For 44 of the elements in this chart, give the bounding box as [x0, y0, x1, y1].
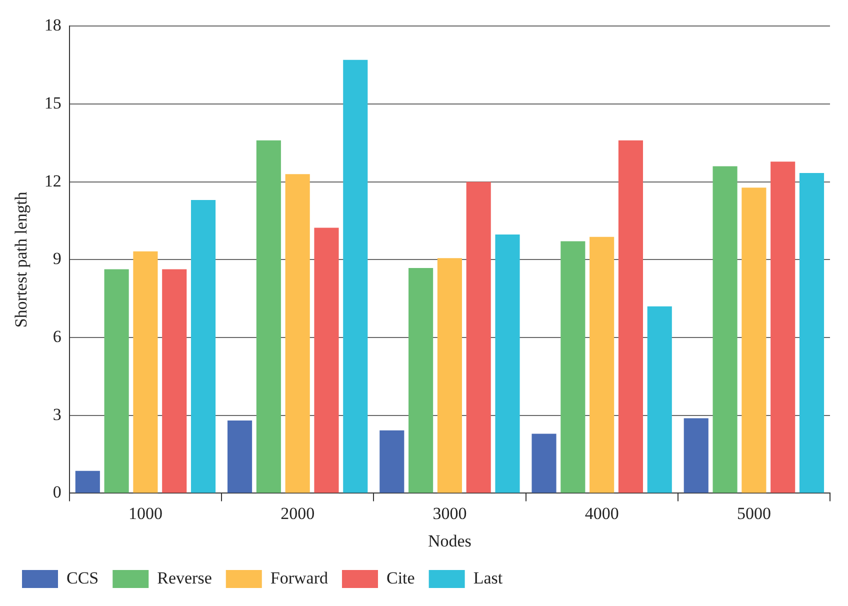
bar — [618, 140, 644, 493]
legend-label: Last — [473, 568, 503, 588]
bar — [380, 430, 404, 493]
x-tick-label: 1000 — [128, 504, 162, 523]
legend-label: Forward — [270, 568, 328, 588]
x-tick-label: 3000 — [432, 504, 467, 523]
bar — [742, 188, 766, 493]
bar — [408, 268, 434, 493]
y-tick-label: 12 — [44, 171, 62, 190]
bar — [532, 434, 556, 493]
y-axis-title: Shortest path length — [12, 191, 31, 328]
bar — [712, 166, 738, 493]
bar — [560, 241, 586, 493]
legend-label: Cite — [386, 568, 415, 588]
bar — [590, 236, 614, 493]
bar — [314, 228, 339, 493]
bar — [190, 200, 216, 493]
y-tick-label: 6 — [52, 327, 62, 346]
y-tick-label: 3 — [52, 404, 62, 424]
y-tick-label: 15 — [44, 94, 62, 112]
x-tick-label: 4000 — [584, 504, 619, 523]
bar — [466, 182, 491, 493]
bar — [799, 173, 824, 493]
bar — [495, 234, 520, 493]
bar — [684, 418, 708, 493]
bar — [133, 251, 158, 493]
legend-label: CCS — [66, 568, 99, 588]
x-tick-label: 2000 — [280, 504, 315, 523]
bar — [647, 306, 672, 493]
bar — [104, 269, 129, 493]
x-axis-title: Nodes — [428, 531, 472, 550]
bar — [343, 60, 368, 493]
legend-label: Reverse — [157, 568, 212, 588]
bar — [770, 162, 796, 493]
x-tick-label: 5000 — [736, 504, 771, 523]
bar — [75, 470, 100, 493]
bar — [162, 269, 187, 493]
y-tick-label: 0 — [52, 482, 62, 502]
bar — [256, 140, 281, 493]
y-tick-label: 18 — [44, 16, 62, 35]
bar — [285, 174, 310, 493]
bar — [437, 258, 462, 493]
bar — [227, 420, 252, 493]
y-tick-label: 9 — [52, 249, 62, 268]
